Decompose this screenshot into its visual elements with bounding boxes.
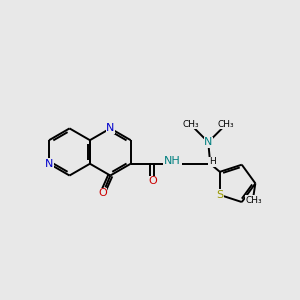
Text: H: H <box>209 157 216 166</box>
Text: CH₃: CH₃ <box>218 120 234 129</box>
Text: N: N <box>204 137 212 147</box>
Text: N: N <box>45 159 53 169</box>
Text: CH₃: CH₃ <box>182 120 199 129</box>
Text: O: O <box>148 176 157 186</box>
Text: CH₃: CH₃ <box>245 196 262 205</box>
Text: O: O <box>98 188 107 198</box>
Text: N: N <box>106 123 115 134</box>
Text: NH: NH <box>164 156 180 166</box>
Text: S: S <box>216 190 224 200</box>
